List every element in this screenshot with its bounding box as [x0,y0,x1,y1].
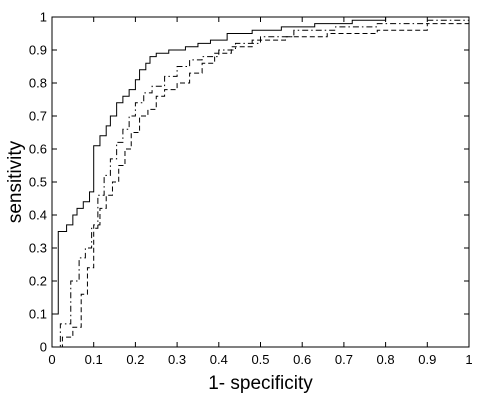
y-tick-label: 0.5 [29,175,47,190]
x-tick-label: 0.5 [251,352,269,367]
x-tick-label: 0.3 [168,352,186,367]
y-tick-label: 0.6 [29,142,47,157]
y-tick-label: 0.1 [29,307,47,322]
plot-area [51,16,470,348]
y-tick-label: 0.4 [29,208,47,223]
y-tick-label: 0.7 [29,109,47,124]
y-tick-label: 0 [40,340,47,355]
y-tick-label: 0.8 [29,76,47,91]
x-axis-label: 1- specificity [208,373,313,394]
x-tick-label: 0.6 [293,352,311,367]
x-tick-label: 0 [48,352,55,367]
y-tick-label: 1 [40,10,47,25]
roc-curve-solid [52,16,469,315]
y-tick-label: 0.3 [29,241,47,256]
axis-ticks: 0 0.1 0.2 0.3 0.4 0.5 0.6 0.7 0.8 0.9 1 0 0.1 0.2 0.3 0… [29,10,473,368]
x-tick-label: 0.2 [126,352,144,367]
x-tick-label: 0.4 [210,352,228,367]
series-group [52,16,469,348]
y-tick-label: 0.9 [29,43,47,58]
x-tick-label: 1 [465,352,472,367]
y-tick-label: 0.2 [29,274,47,289]
x-tick-label: 0.7 [335,352,353,367]
x-tick-label: 0.8 [377,352,395,367]
roc-curve-dash-dot [52,19,469,348]
y-axis-label: sensitivity [5,140,26,223]
x-tick-label: 0.9 [418,352,436,367]
roc-curve-dashed [52,23,469,348]
x-tick-label: 0.1 [85,352,103,367]
